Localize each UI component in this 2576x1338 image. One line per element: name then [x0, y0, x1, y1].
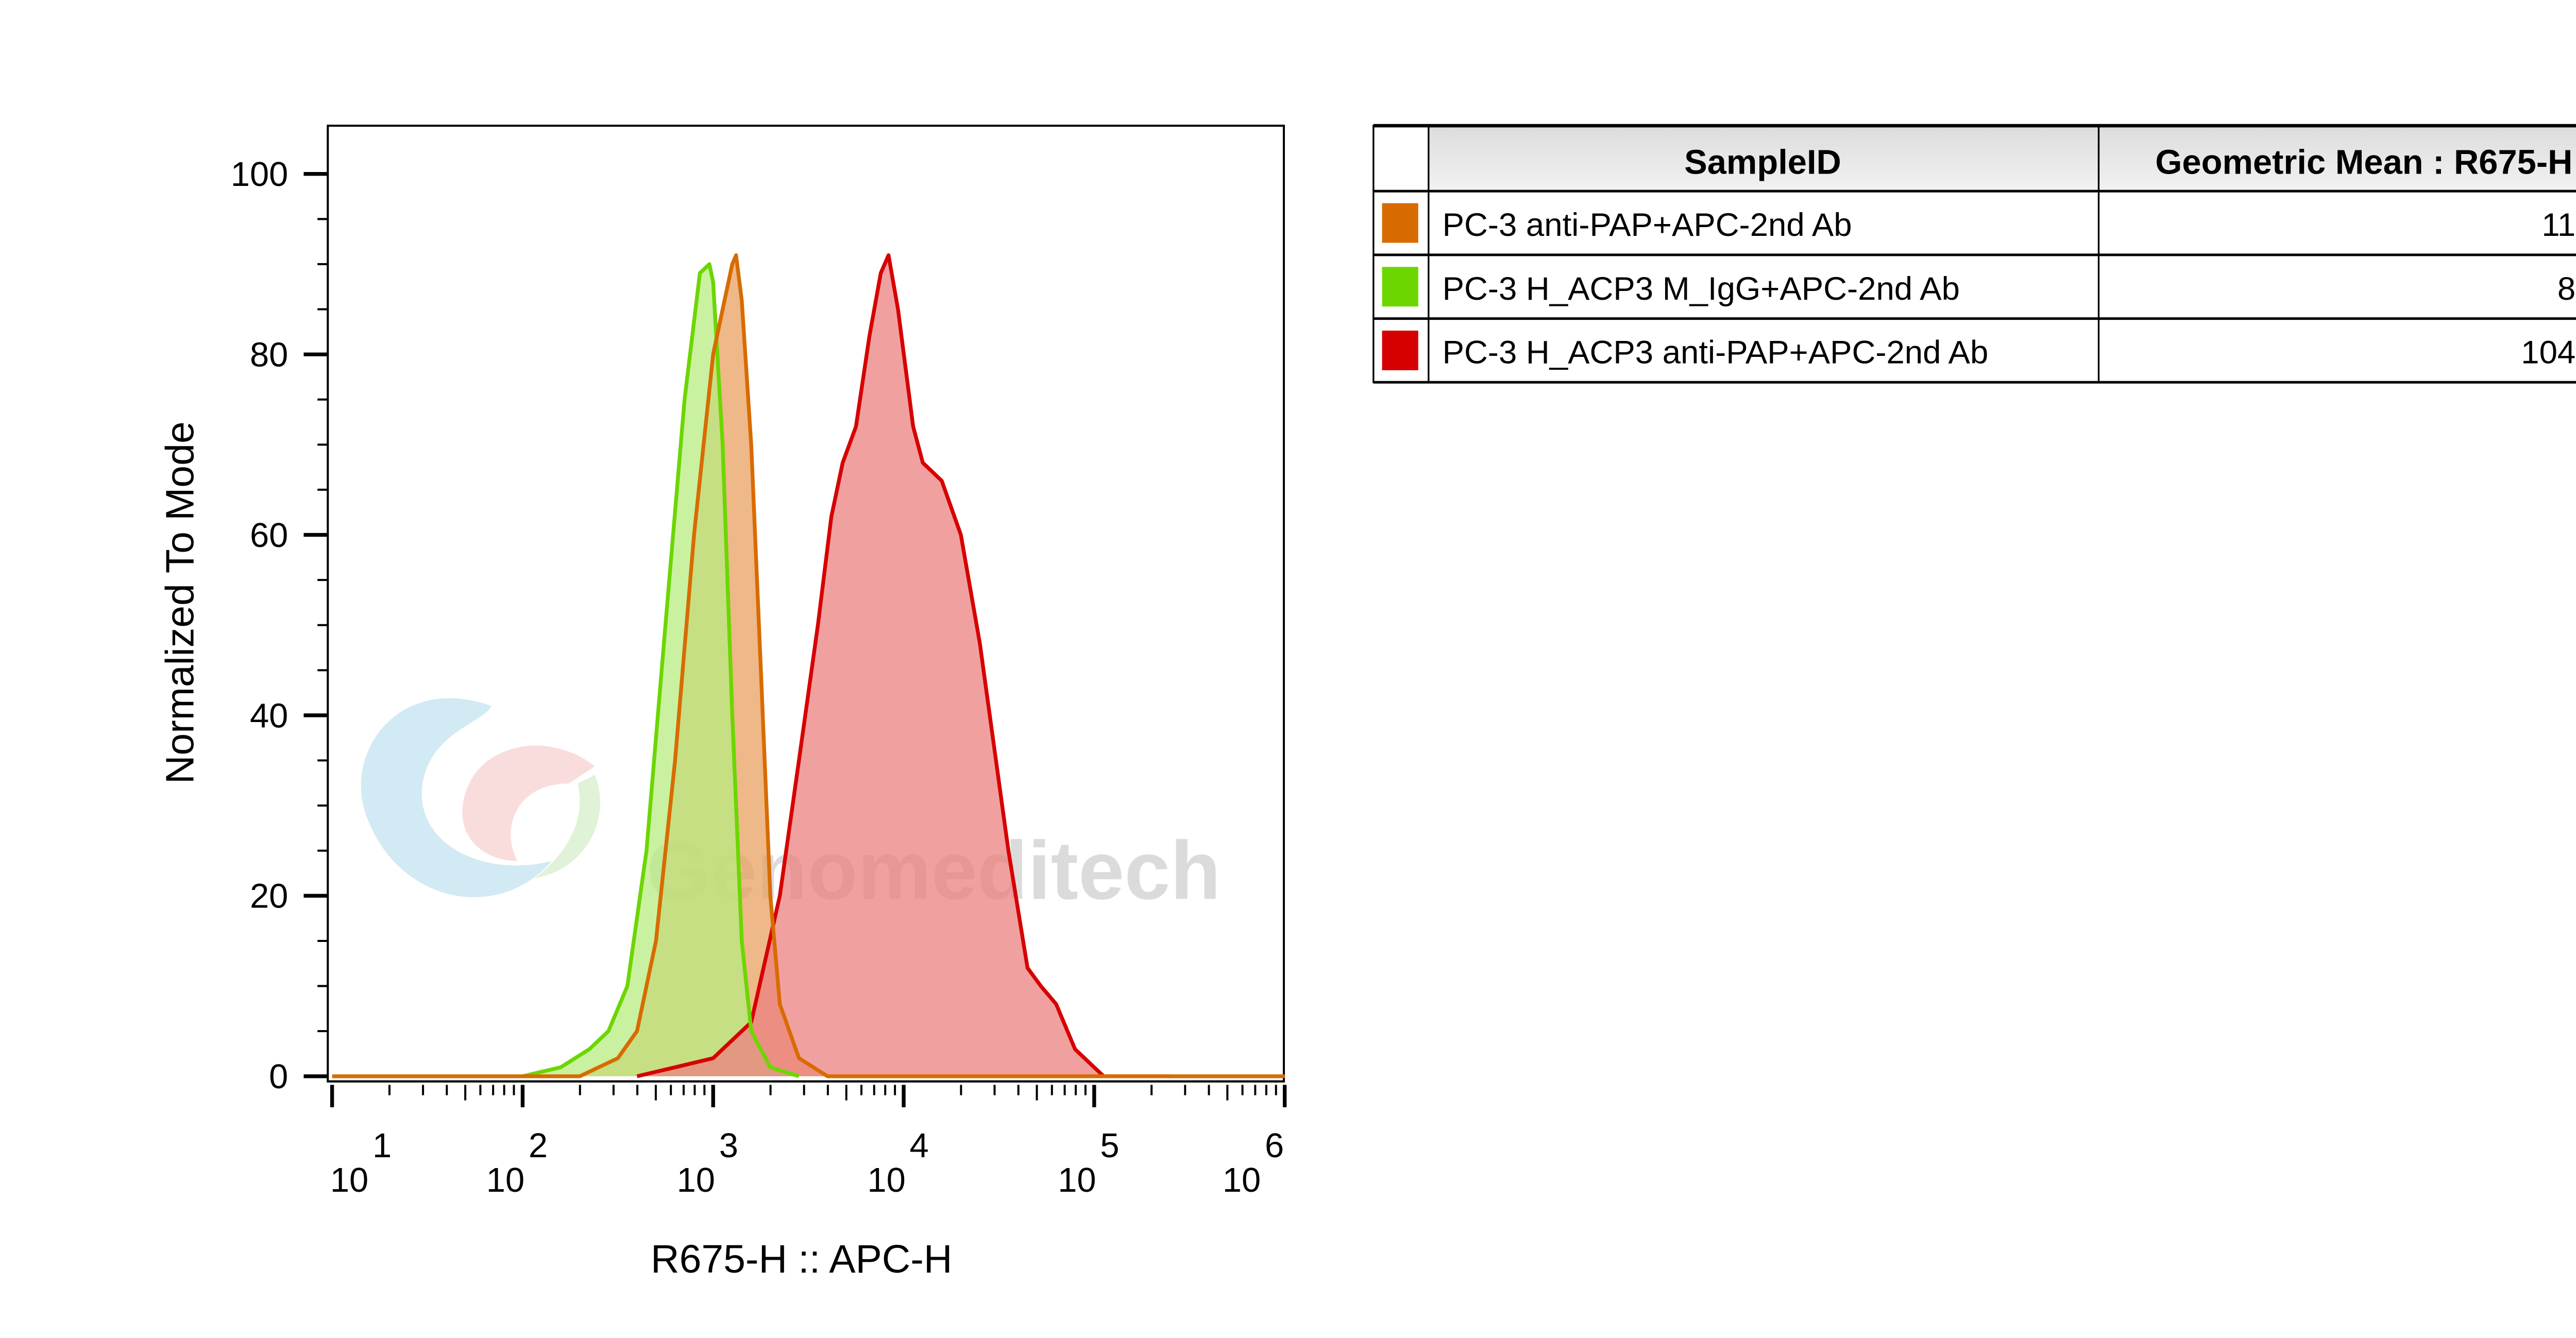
x-tick-label-exp: 1: [372, 1126, 392, 1165]
geometric-mean-value: 842: [2557, 270, 2576, 307]
y-tick-label: 100: [231, 155, 289, 194]
y-tick-label: 20: [250, 877, 288, 916]
geometric-mean-value: 10466: [2521, 334, 2576, 371]
stats-table: SampleID Geometric Mean : R675-H PC-3 an…: [1372, 124, 2576, 384]
histogram-line-2: [636, 253, 1171, 1078]
x-tick-label-exp: 6: [1265, 1126, 1284, 1165]
x-tick-label-base: 10: [867, 1161, 905, 1199]
color-swatch: [1382, 330, 1418, 370]
color-swatch: [1382, 267, 1418, 307]
x-axis-title: R675-H :: APC-H: [651, 1237, 952, 1281]
y-tick-label: 40: [250, 696, 288, 735]
header-geometric-mean: Geometric Mean : R675-H: [2155, 143, 2572, 182]
x-tick-label-base: 10: [677, 1161, 715, 1199]
x-tick-label-exp: 3: [719, 1126, 738, 1165]
histogram-fill-1: [522, 264, 799, 1076]
x-tick-label-exp: 2: [529, 1126, 548, 1165]
x-tick-label-base: 10: [330, 1161, 368, 1199]
sample-id: PC-3 H_ACP3 M_IgG+APC-2nd Ab: [1443, 270, 1960, 307]
table-row: PC-3 H_ACP3 anti-PAP+APC-2nd Ab 10466: [1382, 330, 2576, 371]
sample-id: PC-3 H_ACP3 anti-PAP+APC-2nd Ab: [1443, 334, 1989, 371]
sample-id: PC-3 anti-PAP+APC-2nd Ab: [1443, 207, 1852, 243]
x-tick-label-exp: 5: [1100, 1126, 1119, 1165]
x-tick-label-base: 10: [486, 1161, 524, 1199]
table-row: PC-3 anti-PAP+APC-2nd Ab 1192: [1382, 203, 2576, 243]
histogram-curves: [332, 253, 1285, 1078]
header-sampleid: SampleID: [1684, 143, 1841, 182]
x-tick-label-base: 10: [1223, 1161, 1261, 1199]
y-axis: 0 20 40 60 80 100: [231, 155, 328, 1096]
y-tick-label: 0: [269, 1057, 288, 1096]
x-tick-label-exp: 4: [910, 1126, 929, 1165]
geometric-mean-value: 1192: [2541, 207, 2576, 243]
y-tick-label: 80: [250, 336, 288, 374]
table-row: PC-3 H_ACP3 M_IgG+APC-2nd Ab 842: [1382, 267, 2576, 307]
color-swatch: [1382, 203, 1418, 243]
x-tick-label-base: 10: [1058, 1161, 1096, 1199]
histogram-fill-2: [637, 255, 1171, 1076]
histogram-line-0: [332, 253, 1285, 1078]
y-axis-title: Normalized To Mode: [158, 421, 202, 784]
y-tick-label: 60: [250, 516, 288, 555]
histogram-line-1: [522, 262, 800, 1078]
